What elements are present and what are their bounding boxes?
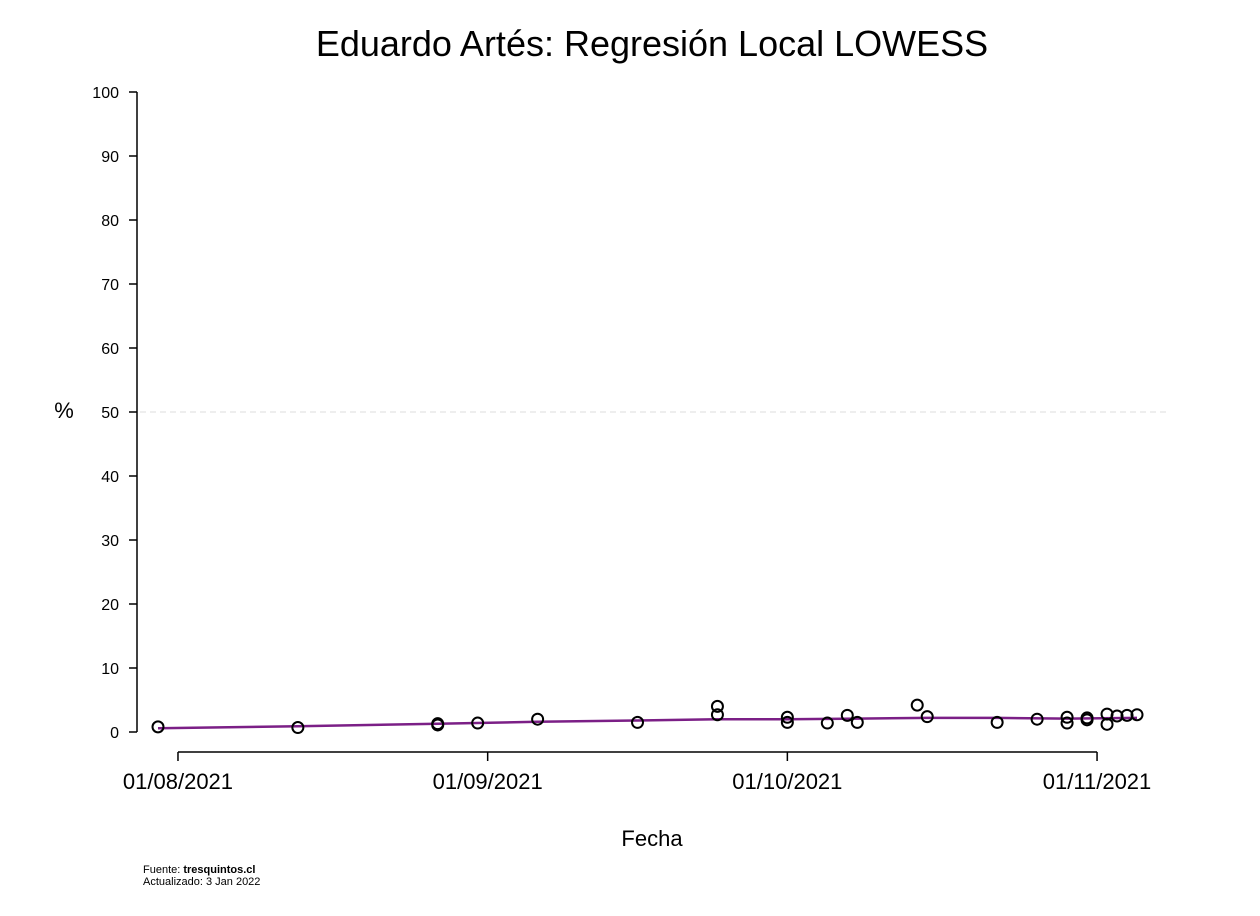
data-point bbox=[710, 699, 724, 713]
data-point bbox=[840, 708, 854, 722]
x-tick-label: 01/09/2021 bbox=[433, 769, 543, 794]
y-tick-label: 50 bbox=[101, 405, 119, 422]
y-tick-label: 90 bbox=[101, 149, 119, 166]
x-axis-label: Fecha bbox=[621, 826, 683, 851]
y-ticks: 0 10 20 30 40 50 60 70 80 90 100 bbox=[92, 85, 137, 742]
data-point bbox=[471, 716, 485, 730]
x-tick-label: 01/10/2021 bbox=[732, 769, 842, 794]
x-tick-label: 01/11/2021 bbox=[1043, 769, 1151, 794]
data-point bbox=[1100, 717, 1114, 731]
y-tick-label: 70 bbox=[101, 277, 119, 294]
chart-title: Eduardo Artés: Regresión Local LOWESS bbox=[316, 23, 988, 64]
data-point bbox=[820, 716, 834, 730]
updated-line: Actualizado: 3 Jan 2022 bbox=[143, 876, 261, 888]
data-point bbox=[850, 715, 864, 729]
data-point bbox=[780, 710, 794, 724]
data-point bbox=[431, 718, 445, 732]
data-point bbox=[151, 720, 165, 734]
y-tick-label: 20 bbox=[101, 597, 119, 614]
data-points bbox=[151, 698, 1144, 735]
source-name: tresquintos.cl bbox=[183, 864, 256, 876]
data-point bbox=[780, 715, 794, 729]
data-point bbox=[631, 715, 645, 729]
data-point bbox=[1080, 713, 1094, 727]
lowess-line bbox=[157, 716, 1138, 730]
y-tick-label: 30 bbox=[101, 533, 119, 550]
data-point bbox=[1060, 710, 1074, 724]
data-point bbox=[1030, 712, 1044, 726]
y-tick-label: 80 bbox=[101, 213, 119, 230]
source-prefix: Fuente: bbox=[143, 864, 184, 876]
data-point bbox=[531, 712, 545, 726]
data-point bbox=[910, 698, 924, 712]
y-tick-label: 60 bbox=[101, 341, 119, 358]
y-axis-label: % bbox=[54, 398, 74, 423]
x-ticks: 01/08/2021 01/09/2021 01/10/2021 01/11/2021 bbox=[123, 752, 1151, 794]
footer: Fuente: tresquintos.cl Actualizado: 3 Ja… bbox=[143, 864, 260, 888]
y-tick-label: 40 bbox=[101, 469, 119, 486]
data-point bbox=[920, 710, 934, 724]
data-point bbox=[990, 715, 1004, 729]
data-point bbox=[1130, 708, 1144, 722]
y-tick-label: 100 bbox=[92, 85, 119, 102]
x-tick-label: 01/08/2021 bbox=[123, 769, 233, 794]
data-point bbox=[710, 708, 724, 722]
y-tick-label: 0 bbox=[110, 725, 119, 742]
data-point bbox=[291, 721, 305, 735]
source-line: Fuente: tresquintos.cl bbox=[143, 864, 260, 876]
y-tick-label: 10 bbox=[101, 661, 119, 678]
data-point bbox=[1060, 716, 1074, 730]
